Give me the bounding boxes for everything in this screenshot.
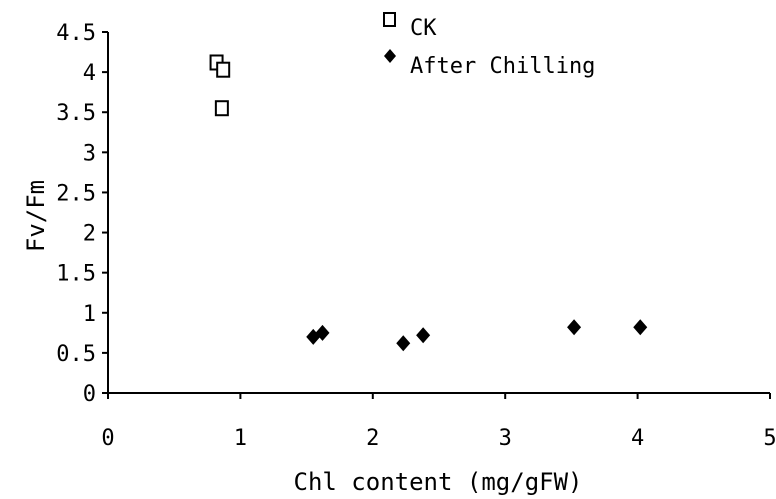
y-tick-label: 3.5 bbox=[56, 101, 96, 126]
legend-label-after-chilling: After Chilling bbox=[410, 54, 595, 79]
ck-data-point bbox=[214, 100, 229, 117]
legend: CK After Chilling bbox=[383, 12, 595, 79]
x-axis-ticks: 0 1 2 3 4 5 bbox=[101, 393, 776, 451]
x-tick-label: 2 bbox=[366, 426, 379, 451]
data-points bbox=[209, 54, 648, 352]
y-tick-label: 2.5 bbox=[56, 181, 96, 206]
legend-label-ck: CK bbox=[410, 16, 437, 41]
x-tick-label: 5 bbox=[763, 426, 776, 451]
y-axis-ticks: 0 0.5 1 1.5 2 2.5 3 3.5 4 4.5 bbox=[56, 21, 108, 407]
legend-marker-after-chilling bbox=[384, 49, 396, 63]
x-axis-title: Chl content (mg/gFW) bbox=[294, 468, 583, 496]
y-tick-label: 4.5 bbox=[56, 21, 96, 46]
after-chilling-data-point bbox=[633, 319, 648, 336]
ck-data-point bbox=[216, 61, 231, 78]
x-tick-label: 3 bbox=[499, 426, 512, 451]
after-chilling-data-point bbox=[567, 319, 582, 336]
x-tick-label: 0 bbox=[101, 426, 114, 451]
y-tick-label: 1.5 bbox=[56, 262, 96, 287]
y-tick-label: 0.5 bbox=[56, 342, 96, 367]
axes bbox=[107, 32, 770, 394]
after-chilling-data-point bbox=[315, 324, 330, 341]
after-chilling-data-point bbox=[416, 327, 431, 344]
y-tick-label: 4 bbox=[83, 61, 96, 86]
x-tick-label: 4 bbox=[631, 426, 644, 451]
y-tick-label: 3 bbox=[83, 141, 96, 166]
y-tick-label: 1 bbox=[83, 302, 96, 327]
y-tick-label: 0 bbox=[83, 382, 96, 407]
legend-marker-ck bbox=[383, 12, 396, 27]
y-tick-label: 2 bbox=[83, 222, 96, 247]
x-tick-label: 1 bbox=[234, 426, 247, 451]
after-chilling-data-point bbox=[396, 335, 411, 352]
y-axis-title: Fv/Fm bbox=[22, 180, 50, 252]
